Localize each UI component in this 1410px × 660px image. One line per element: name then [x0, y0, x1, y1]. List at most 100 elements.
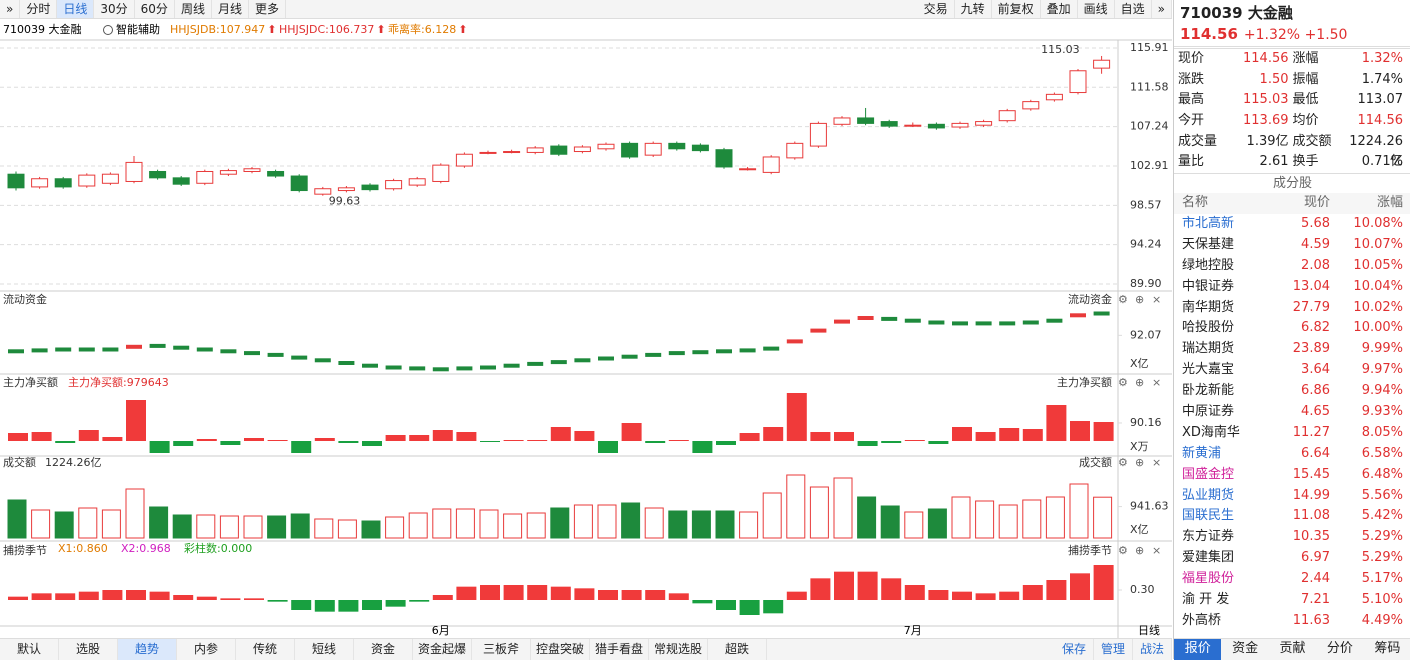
stock-row[interactable]: 中银证券 13.04 10.04%: [1174, 277, 1410, 298]
panel-tab[interactable]: 资金: [1232, 641, 1259, 656]
stock-row[interactable]: 渝 开 发 7.21 5.10%: [1174, 590, 1410, 611]
bar: [1070, 573, 1090, 600]
bar: [928, 441, 949, 444]
tab[interactable]: 默认: [0, 639, 59, 660]
quote-label: 成交量: [1178, 133, 1218, 149]
quote-row: 成交量 1.39亿 成交额 1224.26亿: [1174, 132, 1410, 170]
panel-tab[interactable]: 报价: [1174, 639, 1222, 660]
collapse[interactable]: »: [0, 0, 21, 18]
stock-row[interactable]: 中原证券 4.65 9.93%: [1174, 402, 1410, 423]
bar: [904, 440, 925, 441]
stock-row[interactable]: 卧龙新能 6.86 9.94%: [1174, 381, 1410, 402]
tab[interactable]: 猎手看盘: [590, 639, 649, 660]
stock-row[interactable]: 国盛金控 15.45 6.48%: [1174, 465, 1410, 486]
stock-name: 绿地控股: [1182, 257, 1235, 273]
toolbar-button[interactable]: 更多: [249, 0, 286, 18]
toolbar-button[interactable]: 分时: [20, 0, 58, 18]
panel-tab[interactable]: 筹码: [1374, 641, 1401, 656]
stock-row[interactable]: 绿地控股 2.08 10.05%: [1174, 256, 1410, 277]
stock-row[interactable]: 国联民生 11.08 5.42%: [1174, 506, 1410, 527]
candle-body: [149, 170, 167, 179]
toolbar-button[interactable]: 画线: [1078, 0, 1115, 18]
toolbar-button[interactable]: 叠加: [1041, 0, 1078, 18]
stock-name: 光大嘉宝: [1182, 362, 1235, 378]
panel-icon[interactable]: ⚙: [1118, 544, 1128, 557]
flow-bar: [574, 358, 591, 363]
tab[interactable]: 控盘突破: [531, 639, 590, 660]
stock-row[interactable]: 哈投股份 6.82 10.00%: [1174, 318, 1410, 339]
tab[interactable]: 短线: [295, 639, 354, 660]
panel-icon[interactable]: ⚙: [1118, 293, 1128, 306]
panel-icon[interactable]: ⚙: [1118, 456, 1128, 469]
stock-row[interactable]: 外高桥 11.63 4.49%: [1174, 611, 1410, 632]
tab[interactable]: 三板斧: [472, 639, 531, 660]
collapse[interactable]: »: [1152, 0, 1172, 18]
toolbar-right: 交易 九转 前复权 叠加 画线 自选»: [918, 0, 1172, 18]
panel-icon[interactable]: ×: [1152, 376, 1161, 389]
panel-icon[interactable]: ⊕: [1135, 544, 1144, 557]
tab[interactable]: 资金起爆: [413, 639, 472, 660]
tab[interactable]: 常规选股: [649, 639, 708, 660]
tab[interactable]: 超跌: [708, 639, 767, 660]
toolbar-button[interactable]: 自选: [1115, 0, 1152, 18]
toolbar-button[interactable]: 60分: [135, 0, 175, 18]
panel-icon[interactable]: ×: [1152, 293, 1161, 306]
stock-change: 9.93%: [1361, 404, 1403, 420]
tab[interactable]: 趋势: [118, 639, 177, 660]
stock-name: 爱建集团: [1182, 550, 1235, 566]
stock-name: 渝 开 发: [1182, 592, 1230, 608]
panel-icon[interactable]: ⚙: [1118, 376, 1128, 389]
stock-name: XD海南华: [1182, 424, 1240, 440]
stock-row[interactable]: XD海南华 11.27 8.05%: [1174, 423, 1410, 444]
panel-icon[interactable]: ⊕: [1135, 376, 1144, 389]
flow-bar: [8, 349, 24, 354]
toolbar-button[interactable]: 月线: [212, 0, 249, 18]
toolbar-button[interactable]: 周线: [175, 0, 212, 18]
tab[interactable]: 战法: [1133, 639, 1172, 660]
panel-tab[interactable]: 分价: [1326, 641, 1353, 656]
bar: [881, 441, 902, 443]
bar: [385, 600, 406, 607]
stock-row[interactable]: 天保基建 4.59 10.07%: [1174, 235, 1410, 256]
stock-row[interactable]: 光大嘉宝 3.64 9.97%: [1174, 360, 1410, 381]
stock-row[interactable]: 弘业期货 14.99 5.56%: [1174, 486, 1410, 507]
quote-value: 114.56: [1357, 113, 1404, 129]
bar: [1093, 422, 1114, 441]
panel-tab[interactable]: 贡献: [1279, 641, 1306, 656]
panel-title-right: 主力净买额: [1057, 375, 1112, 389]
panel-icon[interactable]: ×: [1152, 456, 1161, 469]
volume-bar: [196, 514, 216, 539]
stock-row[interactable]: 瑞达期货 23.89 9.99%: [1174, 339, 1410, 360]
flow-bar: [149, 343, 166, 348]
panel-icon[interactable]: ⊕: [1135, 456, 1144, 469]
tab[interactable]: 选股: [59, 639, 118, 660]
tab[interactable]: 保存: [1055, 639, 1094, 660]
candle-body: [432, 164, 450, 182]
volume-bar: [1045, 496, 1065, 539]
stock-row[interactable]: 东方证券 10.35 5.29%: [1174, 527, 1410, 548]
stock-change: 9.97%: [1361, 362, 1403, 378]
flow-bar: [527, 361, 544, 366]
toolbar-button[interactable]: 30分: [94, 0, 135, 18]
bar: [786, 591, 807, 600]
toolbar-button[interactable]: 九转: [955, 0, 992, 18]
panel-title: 流动资金: [3, 292, 47, 306]
toolbar-button[interactable]: 日线: [57, 0, 95, 18]
stock-row[interactable]: 福星股份 2.44 5.17%: [1174, 569, 1410, 590]
flow-bar: [503, 363, 520, 368]
stock-row[interactable]: 市北高新 5.68 10.08%: [1174, 214, 1410, 235]
stock-row[interactable]: 爱建集团 6.97 5.29%: [1174, 548, 1410, 569]
tab[interactable]: 内参: [177, 639, 236, 660]
tab[interactable]: 传统: [236, 639, 295, 660]
flow-bar: [763, 346, 780, 351]
panel-icon[interactable]: ⊕: [1135, 293, 1144, 306]
stock-row[interactable]: 新黄浦 6.64 6.58%: [1174, 444, 1410, 465]
panel-icon[interactable]: ×: [1152, 544, 1161, 557]
tab[interactable]: 资金: [354, 639, 413, 660]
toolbar-button[interactable]: 交易: [918, 0, 955, 18]
stock-row[interactable]: 南华期货 27.79 10.02%: [1174, 298, 1410, 319]
candle-body: [573, 146, 591, 153]
toolbar-button[interactable]: 前复权: [992, 0, 1041, 18]
tab[interactable]: 管理: [1094, 639, 1133, 660]
volume-bar: [385, 516, 405, 539]
